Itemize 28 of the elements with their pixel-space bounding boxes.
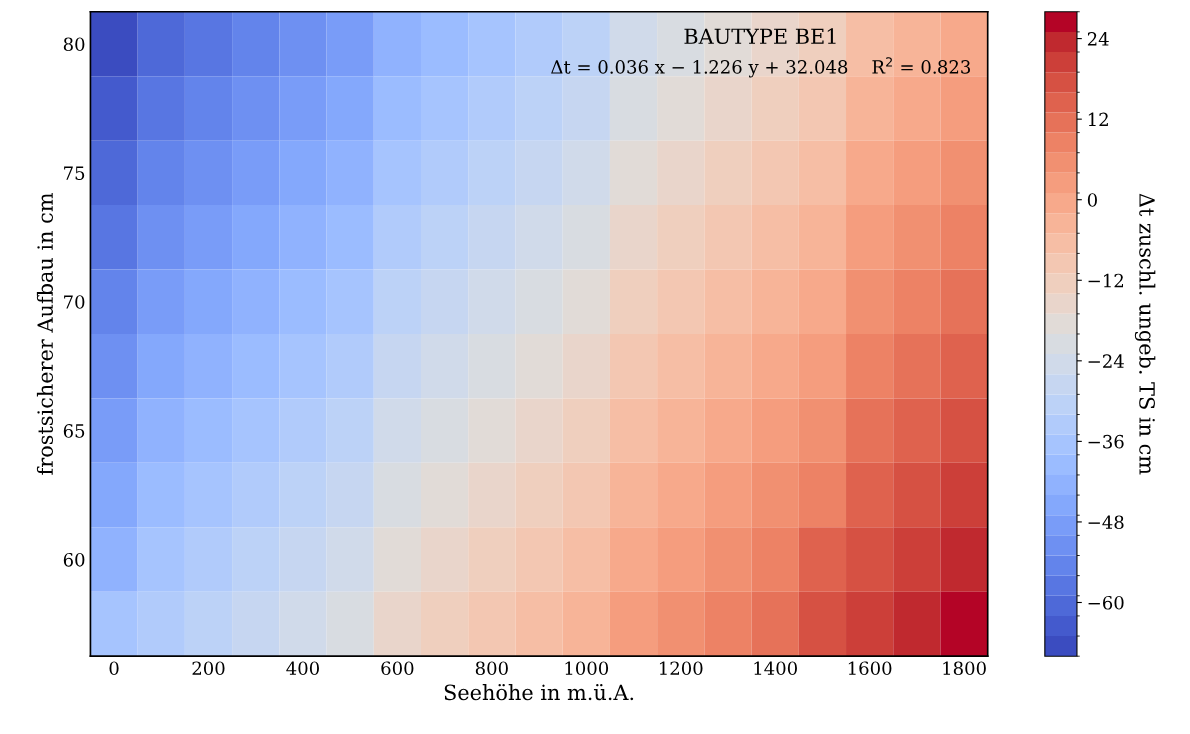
text: BAUTYPE BE1 [684, 28, 836, 45]
x-tick-label: 1200 [659, 661, 703, 676]
y-tick-label: 65 [63, 424, 85, 438]
color-bar-label: −60 [1088, 595, 1124, 610]
x-tick-label: 1000 [565, 661, 609, 676]
x-tick-label: 400 [286, 661, 319, 676]
color-bar-label: −12 [1088, 273, 1123, 288]
x-tick-label: 1600 [848, 661, 892, 676]
y-tick-label: 80 [63, 37, 85, 52]
x-tick-label: 1400 [754, 661, 797, 676]
x-tick-label: 800 [475, 661, 508, 676]
color-bar-label: 12 [1088, 112, 1108, 127]
color-bar-label: −24 [1088, 354, 1124, 368]
y-tick-label: 70 [64, 295, 85, 309]
color-bar-title: Δt zuschl. ungeb. TS in cm [1134, 193, 1156, 475]
x-tick-label: 1800 [943, 661, 986, 676]
color-bar-label: 24 [1087, 32, 1109, 46]
x-axis-title: Seehöhe in m.ü.A. [444, 683, 634, 701]
y-tick-label: 60 [63, 552, 85, 567]
color-bar-label: 0 [1087, 193, 1097, 207]
x-tick-label: 600 [381, 661, 414, 676]
color-bar-label: −48 [1088, 515, 1124, 530]
x-tick-label: 0 [109, 661, 119, 676]
color-bar-label: −36 [1088, 434, 1124, 449]
annotation: Δt = 0.036 x − 1.226 y + 32.048 R$^{2}$ = 0.823 [551, 57, 971, 78]
x-tick-label: 200 [192, 661, 225, 676]
y-axis-title: frostsicherer Aufbau in cm [36, 193, 54, 475]
y-tick-label: 75 [64, 166, 85, 180]
